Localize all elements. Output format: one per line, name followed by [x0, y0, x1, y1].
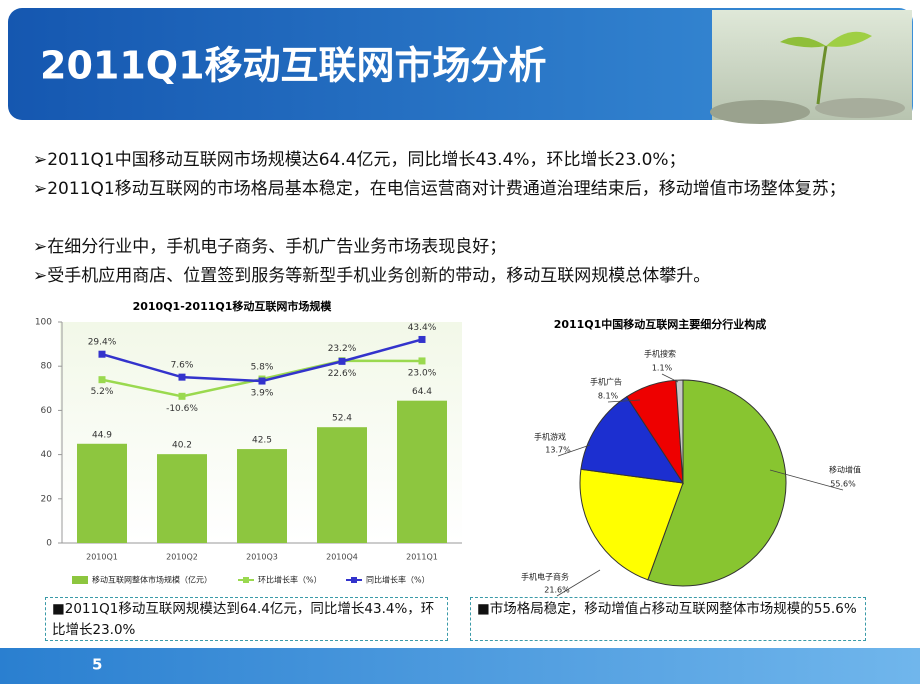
slice-label: 手机电子商务	[521, 572, 569, 582]
line-marker	[98, 376, 106, 384]
y-tick-label: 20	[41, 494, 53, 504]
slice-value: 21.6%	[544, 586, 570, 595]
bar	[397, 400, 447, 543]
data-label: 23.0%	[408, 368, 437, 378]
data-label: 40.2	[172, 441, 192, 451]
x-tick-label: 2010Q1	[86, 553, 118, 562]
charts: 2010Q1-2011Q1移动互联网市场规模 0 20 40 60 80 100 2010Q1…	[35, 299, 861, 597]
y-tick-label: 60	[41, 406, 53, 416]
x-tick-label: 2010Q4	[326, 553, 358, 562]
caption: ■2011Q1移动互联网规模达到64.4亿元，同比增长43.4%，环比增长23.…	[45, 597, 448, 641]
pie-slice	[580, 396, 685, 484]
image-stone	[710, 100, 810, 124]
caption: ■市场格局稳定，移动增值占移动互联网整体市场规模的55.6%	[470, 597, 866, 641]
legend-label: 移动互联网整体市场规模（亿元）	[92, 575, 212, 585]
data-label: 42.5	[252, 436, 272, 446]
leader-line	[557, 444, 591, 457]
line-marker	[178, 392, 186, 400]
data-label: 23.2%	[328, 344, 357, 354]
data-label: 3.9%	[251, 389, 274, 399]
slide-title: 2011Q1移动互联网市场分析	[40, 44, 547, 88]
chart-title: 2011Q1中国移动互联网主要细分行业构成	[554, 317, 767, 331]
slice-label: 手机广告	[590, 377, 622, 387]
data-label: 44.9	[92, 430, 112, 440]
line-marker	[338, 357, 346, 365]
data-label: 5.8%	[251, 363, 274, 373]
bullet: ➢受手机应用商店、位置签到服务等新型手机业务创新的带动，移动互联网规模总体攀升。	[33, 266, 711, 286]
bar	[157, 454, 207, 543]
bullet: ➢2011Q1移动互联网的市场格局基本稳定，在电信运营商对计费通道治理结束后，移…	[33, 179, 846, 199]
data-label: -10.6%	[166, 404, 198, 414]
legend-label: 环比增长率（%）	[258, 575, 322, 585]
slice-label: 移动增值	[829, 465, 861, 475]
leader-line	[769, 469, 844, 491]
line-marker	[258, 377, 266, 385]
bullet: ➢2011Q1中国移动互联网市场规模达64.4亿元，同比增长43.4%，环比增长…	[33, 150, 686, 170]
bar	[77, 443, 127, 543]
data-label: 43.4%	[408, 323, 437, 333]
slice-label: 手机游戏	[534, 432, 566, 442]
x-tick-label: 2010Q3	[246, 553, 278, 562]
footer-bar	[0, 648, 920, 684]
data-label: 52.4	[332, 414, 352, 424]
y-tick-label: 80	[41, 362, 53, 372]
bar	[317, 427, 367, 543]
image-stone	[815, 98, 905, 118]
image-leaf	[826, 31, 872, 47]
data-label: 7.6%	[171, 361, 194, 371]
legend-swatch	[351, 577, 357, 583]
data-label: 64.4	[412, 387, 432, 397]
leader-line	[607, 399, 641, 403]
line-marker	[418, 357, 426, 365]
legend-swatch	[243, 577, 249, 583]
title-banner	[8, 8, 913, 120]
slice-value: 13.7%	[545, 446, 571, 455]
y-tick-label: 0	[46, 539, 52, 549]
image-leaf	[780, 36, 826, 48]
image-stem	[816, 45, 828, 105]
line-marker	[98, 350, 106, 358]
data-label: 5.2%	[91, 387, 114, 397]
x-tick-label: 2011Q1	[406, 553, 438, 562]
line-marker	[418, 335, 426, 343]
legend-swatch	[72, 576, 88, 584]
data-label: 29.4%	[88, 338, 117, 348]
chart-title: 2010Q1-2011Q1移动互联网市场规模	[133, 299, 333, 313]
legend-label: 同比增长率（%）	[366, 575, 430, 585]
pie-slice	[647, 379, 787, 587]
x-tick-label: 2010Q2	[166, 553, 198, 562]
leader-line	[556, 569, 601, 597]
page-number: 5	[92, 656, 102, 674]
pie-slice	[675, 379, 684, 484]
bullet: ➢在细分行业中，手机电子商务、手机广告业务市场表现良好；	[33, 237, 507, 257]
slice-value: 55.6%	[830, 480, 856, 489]
bar	[237, 449, 287, 543]
slice-value: 8.1%	[598, 392, 619, 401]
slice-label: 手机搜索	[644, 349, 676, 359]
line-marker	[178, 373, 186, 381]
leader-line	[661, 373, 679, 383]
data-label: 22.6%	[328, 369, 357, 379]
y-tick-label: 100	[35, 318, 52, 328]
slice-value: 1.1%	[652, 364, 673, 373]
pie-slice	[579, 468, 684, 581]
y-tick-label: 40	[41, 450, 53, 460]
